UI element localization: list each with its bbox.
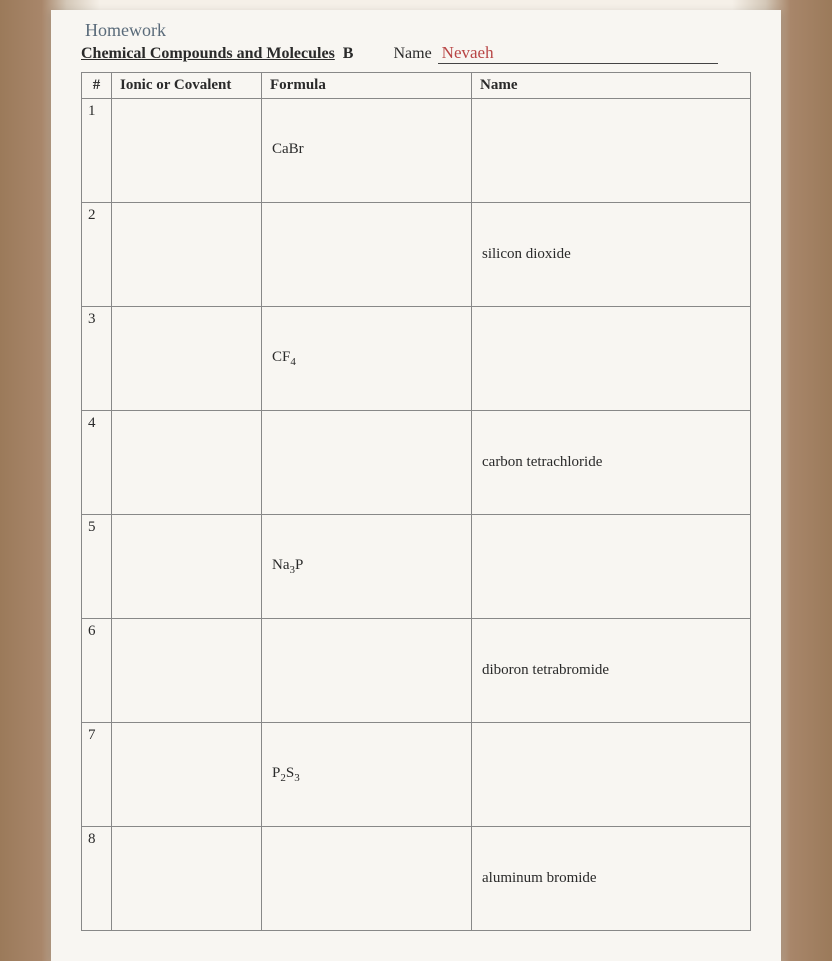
cell-type — [112, 99, 262, 203]
col-header-num: # — [82, 73, 112, 99]
cell-type — [112, 307, 262, 411]
cell-type — [112, 203, 262, 307]
row-num: 1 — [82, 99, 112, 203]
cell-name: silicon dioxide — [472, 203, 751, 307]
table-row: 8 aluminum bromide — [82, 827, 751, 931]
formula-base: Na — [272, 557, 290, 573]
table-row: 3 CF4 — [82, 307, 751, 411]
cell-formula — [262, 203, 472, 307]
header: Homework Chemical Compounds and Molecule… — [81, 20, 751, 64]
formula-base: CF — [272, 349, 290, 365]
cell-type — [112, 515, 262, 619]
title-group: Chemical Compounds and Molecules B — [81, 45, 353, 63]
cell-type — [112, 411, 262, 515]
cell-type — [112, 827, 262, 931]
cell-name — [472, 99, 751, 203]
name-section: Name Nevaeh — [393, 43, 717, 64]
worksheet-title: Chemical Compounds and Molecules — [81, 45, 335, 62]
row-num: 5 — [82, 515, 112, 619]
formula-base: CaBr — [272, 141, 304, 157]
row-num: 8 — [82, 827, 112, 931]
table-header-row: # Ionic or Covalent Formula Name — [82, 73, 751, 99]
cell-formula: P2S3 — [262, 723, 472, 827]
cell-type — [112, 619, 262, 723]
formula-sub: 4 — [290, 356, 296, 368]
name-label: Name — [393, 45, 431, 63]
table-row: 5 Na3P — [82, 515, 751, 619]
col-header-name: Name — [472, 73, 751, 99]
table-row: 4 carbon tetrachloride — [82, 411, 751, 515]
cell-name: carbon tetrachloride — [472, 411, 751, 515]
cell-formula — [262, 411, 472, 515]
cell-name — [472, 515, 751, 619]
cell-name — [472, 723, 751, 827]
row-num: 6 — [82, 619, 112, 723]
student-name: Nevaeh — [438, 43, 718, 64]
table-row: 6 diboron tetrabromide — [82, 619, 751, 723]
cell-name: aluminum bromide — [472, 827, 751, 931]
title-suffix: B — [343, 45, 354, 62]
formula-sub2: 3 — [294, 772, 300, 784]
table-row: 7 P2S3 — [82, 723, 751, 827]
worksheet-paper: Homework Chemical Compounds and Molecule… — [51, 10, 781, 961]
row-num: 7 — [82, 723, 112, 827]
col-header-formula: Formula — [262, 73, 472, 99]
cell-formula — [262, 827, 472, 931]
table-row: 2 silicon dioxide — [82, 203, 751, 307]
cell-formula: CF4 — [262, 307, 472, 411]
cell-name — [472, 307, 751, 411]
cell-formula — [262, 619, 472, 723]
formula-mid: S — [286, 765, 294, 781]
compounds-table: # Ionic or Covalent Formula Name 1 CaBr … — [81, 72, 751, 931]
row-num: 4 — [82, 411, 112, 515]
homework-label: Homework — [85, 20, 751, 41]
formula-tail: P — [295, 557, 303, 573]
title-row: Chemical Compounds and Molecules B Name … — [81, 43, 751, 64]
cell-type — [112, 723, 262, 827]
cell-formula: CaBr — [262, 99, 472, 203]
table-row: 1 CaBr — [82, 99, 751, 203]
row-num: 2 — [82, 203, 112, 307]
row-num: 3 — [82, 307, 112, 411]
cell-formula: Na3P — [262, 515, 472, 619]
cell-name: diboron tetrabromide — [472, 619, 751, 723]
col-header-type: Ionic or Covalent — [112, 73, 262, 99]
